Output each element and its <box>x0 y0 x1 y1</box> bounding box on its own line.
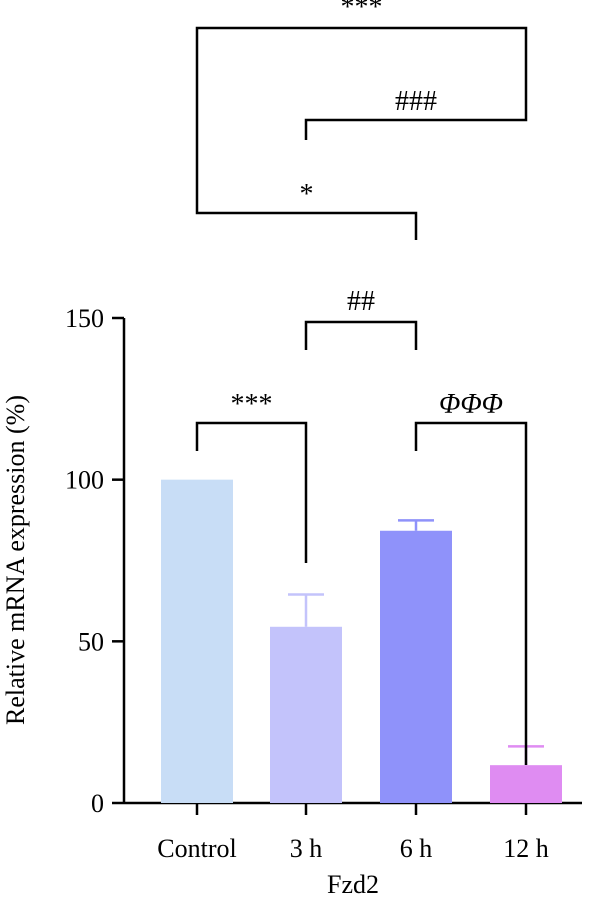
y-tick-label: 100 <box>65 466 104 495</box>
y-tick-label: 0 <box>91 789 104 818</box>
significance-label: ## <box>347 286 375 317</box>
significance-label: *** <box>231 389 273 420</box>
significance-label: ΦΦΦ <box>439 389 503 420</box>
significance-brackets: *** ΦΦΦ ## * ### *** <box>195 0 528 765</box>
x-ticks: Control 3 h 6 h 12 h <box>157 803 549 863</box>
y-tick-label: 150 <box>65 304 104 333</box>
x-tick-label: 6 h <box>400 834 433 863</box>
significance-bracket <box>414 421 528 765</box>
x-tick-label: 3 h <box>290 834 323 863</box>
significance-bracket <box>195 26 528 185</box>
y-ticks: 0 50 100 150 <box>65 304 124 818</box>
bar-6h <box>380 530 452 803</box>
significance-bracket <box>195 421 308 563</box>
x-tick-label: Control <box>157 834 236 863</box>
significance-bracket <box>304 320 418 350</box>
y-tick-label: 50 <box>78 627 104 656</box>
bars <box>161 479 562 803</box>
bar-3h <box>270 626 342 803</box>
bar-control <box>161 479 233 803</box>
significance-label: ### <box>395 86 437 117</box>
significance-bracket <box>195 185 418 240</box>
x-tick-label: 12 h <box>503 834 549 863</box>
bar-12h <box>490 765 562 803</box>
y-axis-title: Relative mRNA expression (%) <box>1 395 30 725</box>
significance-label: * <box>300 179 314 210</box>
x-axis-title: Fzd2 <box>327 870 379 899</box>
significance-label: *** <box>341 0 383 23</box>
significance-bracket <box>304 95 528 140</box>
